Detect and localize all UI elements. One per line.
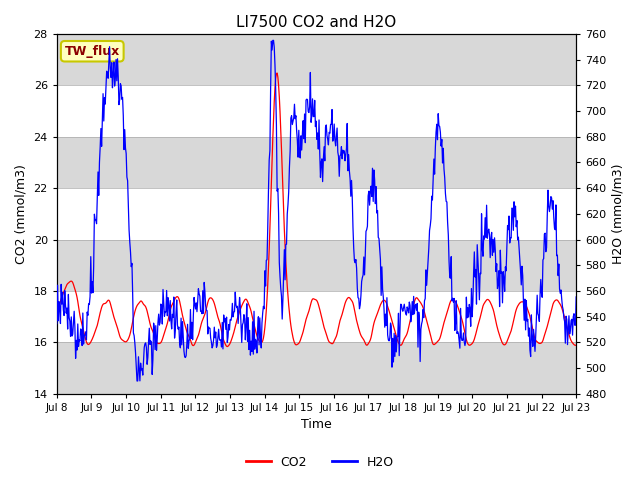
Text: TW_flux: TW_flux (65, 45, 120, 58)
Title: LI7500 CO2 and H2O: LI7500 CO2 and H2O (236, 15, 397, 30)
Y-axis label: H2O (mmol/m3): H2O (mmol/m3) (612, 164, 625, 264)
Bar (57, 188, 576, 240)
Y-axis label: CO2 (mmol/m3): CO2 (mmol/m3) (15, 164, 28, 264)
Bar (57, 291, 576, 342)
Bar (57, 85, 576, 137)
Legend: CO2, H2O: CO2, H2O (241, 451, 399, 474)
X-axis label: Time: Time (301, 419, 332, 432)
